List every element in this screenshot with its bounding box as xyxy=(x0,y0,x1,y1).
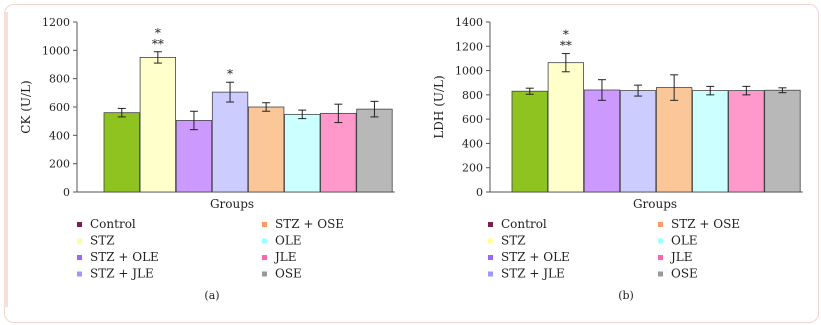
b-y-tick-label: 1400 xyxy=(455,16,483,29)
b-bar-4 xyxy=(656,87,693,193)
a-legend-swatch-4 xyxy=(262,222,267,227)
b-legend-label-1: STZ xyxy=(501,234,526,248)
b-legend-label-2: STZ + OLE xyxy=(501,250,570,264)
a-legend-label-7: OSE xyxy=(275,267,302,281)
b-legend-swatch-0 xyxy=(488,222,493,227)
a-bar-6 xyxy=(320,112,357,193)
b-bar-2 xyxy=(583,89,621,193)
a-bar-5 xyxy=(284,113,321,193)
frame-accent xyxy=(4,12,8,307)
a-legend-label-0: Control xyxy=(90,217,136,231)
a-legend-label-6: JLE xyxy=(273,250,297,264)
a-bar-0 xyxy=(103,112,140,193)
b-y-tick-label: 1200 xyxy=(455,40,483,53)
a-panel-label: (a) xyxy=(204,289,219,302)
b-bar-6 xyxy=(728,90,765,193)
a-y-tick-label: 1000 xyxy=(42,44,70,57)
a-legend-label-5: OLE xyxy=(275,234,302,248)
a-y-tick-label: 0 xyxy=(63,186,70,199)
a-y-tick-label: 400 xyxy=(49,129,70,142)
b-legend-swatch-2 xyxy=(488,255,493,260)
b-legend-swatch-6 xyxy=(658,255,663,260)
a-legend-label-1: STZ xyxy=(90,234,115,248)
a-y-tick-label: 800 xyxy=(49,73,70,86)
a-x-axis-label: Groups xyxy=(210,197,254,211)
a-significance-1: * xyxy=(155,26,161,40)
a-bar-4 xyxy=(247,106,285,193)
a-y-tick-label: 600 xyxy=(49,101,70,114)
a-legend-swatch-5 xyxy=(262,238,267,244)
b-significance-1: ** xyxy=(560,39,572,53)
a-bar-1 xyxy=(139,57,177,193)
a-legend-swatch-1 xyxy=(77,238,82,244)
a-legend-swatch-3 xyxy=(77,271,82,277)
b-y-tick-label: 200 xyxy=(462,162,483,175)
b-y-axis-label: LDH (U/L) xyxy=(432,75,446,138)
b-bar-3 xyxy=(619,90,657,193)
b-legend-label-4: STZ + OSE xyxy=(671,217,740,231)
a-legend-label-3: STZ + JLE xyxy=(90,267,154,281)
b-y-tick-label: 400 xyxy=(462,137,483,150)
b-bar-7 xyxy=(764,89,801,193)
a-legend-label-2: STZ + OLE xyxy=(90,250,159,264)
b-bar-5 xyxy=(692,90,729,193)
b-legend-swatch-5 xyxy=(658,238,663,244)
a-y-tick-label: 1200 xyxy=(42,16,70,29)
a-y-axis-label: CK (U/L) xyxy=(19,80,33,133)
b-bar-1 xyxy=(547,62,584,193)
a-significance-1: ** xyxy=(152,37,164,51)
b-legend-swatch-3 xyxy=(488,271,493,277)
a-bar-2 xyxy=(175,120,213,193)
a-legend-swatch-0 xyxy=(77,222,82,227)
b-significance-1: * xyxy=(563,28,569,42)
b-legend-swatch-1 xyxy=(488,238,493,244)
a-significance-3: * xyxy=(227,67,233,81)
a-y-tick-label: 200 xyxy=(49,158,70,171)
b-legend-label-6: JLE xyxy=(669,250,693,264)
b-y-tick-label: 1000 xyxy=(455,65,483,78)
b-legend-label-5: OLE xyxy=(671,234,698,248)
a-legend-swatch-2 xyxy=(77,255,82,260)
b-legend-label-7: OSE xyxy=(671,267,698,281)
b-x-axis-label: Groups xyxy=(633,197,677,211)
b-y-tick-label: 800 xyxy=(462,89,483,102)
b-legend-label-3: STZ + JLE xyxy=(501,267,565,281)
b-legend-swatch-4 xyxy=(658,222,663,227)
a-legend-swatch-6 xyxy=(262,255,267,260)
a-legend-swatch-7 xyxy=(262,271,267,277)
b-y-tick-label: 600 xyxy=(462,113,483,126)
a-bar-7 xyxy=(356,108,393,193)
b-legend-swatch-7 xyxy=(658,271,663,277)
b-y-tick-label: 0 xyxy=(476,186,483,199)
a-legend-label-4: STZ + OSE xyxy=(275,217,344,231)
a-bar-3 xyxy=(211,91,249,193)
b-bar-0 xyxy=(511,90,548,193)
b-legend-label-0: Control xyxy=(501,217,547,231)
b-panel-label: (b) xyxy=(618,289,634,302)
